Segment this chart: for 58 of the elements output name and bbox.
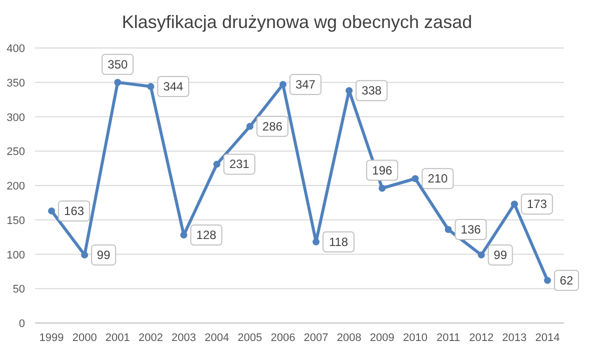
y-tick-label: 350	[6, 77, 25, 90]
point	[279, 80, 286, 88]
x-tick-label: 2014	[535, 332, 560, 344]
x-tick-label: 2009	[370, 332, 394, 344]
y-tick-label: 50	[12, 284, 25, 296]
y-tick-label: 400	[6, 43, 25, 55]
x-tick-label: 2002	[138, 332, 163, 344]
y-tick-label: 300	[6, 112, 25, 124]
point	[147, 83, 154, 90]
point	[81, 251, 88, 258]
x-tick-label: 2013	[502, 332, 527, 344]
data-label: 196	[372, 163, 392, 178]
x-tick-label: 2005	[238, 332, 262, 344]
data-label: 118	[328, 234, 348, 249]
point	[444, 226, 452, 233]
data-label: 62	[560, 273, 574, 288]
data-label: 347	[295, 77, 316, 92]
y-tick-label: 150	[6, 214, 25, 227]
data-label: 136	[460, 222, 482, 236]
point	[114, 78, 122, 86]
data-label: 99	[494, 248, 508, 262]
point	[312, 238, 320, 246]
x-tick-label: 2000	[72, 332, 97, 344]
data-label: 350	[108, 57, 128, 72]
x-tick-label: 2008	[336, 332, 362, 344]
data-label: 173	[526, 197, 548, 212]
point	[246, 122, 254, 130]
data-label: 231	[229, 157, 250, 172]
y-tick-label: 250	[6, 146, 25, 158]
y-tick-label: 0	[18, 318, 25, 330]
data-label: 163	[64, 204, 84, 218]
x-tick-label: 2012	[469, 332, 494, 344]
x-tick-label: 2003	[172, 332, 196, 344]
point	[48, 207, 56, 214]
point	[213, 160, 220, 168]
x-tick-label: 2007	[304, 332, 328, 344]
data-label: 99	[96, 248, 111, 262]
point	[478, 251, 485, 258]
point	[510, 200, 518, 208]
y-tick-label: 200	[6, 180, 25, 192]
point	[346, 87, 353, 94]
x-tick-label: 2010	[402, 332, 428, 344]
x-tick-label: 1999	[39, 332, 64, 344]
data-label: 128	[196, 228, 217, 242]
data-label: 286	[262, 119, 283, 134]
point	[378, 184, 386, 192]
point	[180, 232, 188, 238]
data-label: 210	[428, 172, 448, 186]
point	[412, 175, 419, 182]
point	[544, 276, 551, 284]
x-tick-label: 2001	[105, 332, 130, 344]
data-label: 338	[362, 84, 382, 98]
x-tick-label: 2006	[270, 332, 296, 344]
x-tick-label: 2004	[204, 332, 230, 344]
data-label: 344	[163, 80, 184, 94]
y-tick-label: 100	[6, 249, 25, 262]
x-tick-label: 2011	[436, 332, 460, 344]
chart-title: Klasyfikacja drużynowa wg obecnych zasad	[122, 12, 472, 32]
